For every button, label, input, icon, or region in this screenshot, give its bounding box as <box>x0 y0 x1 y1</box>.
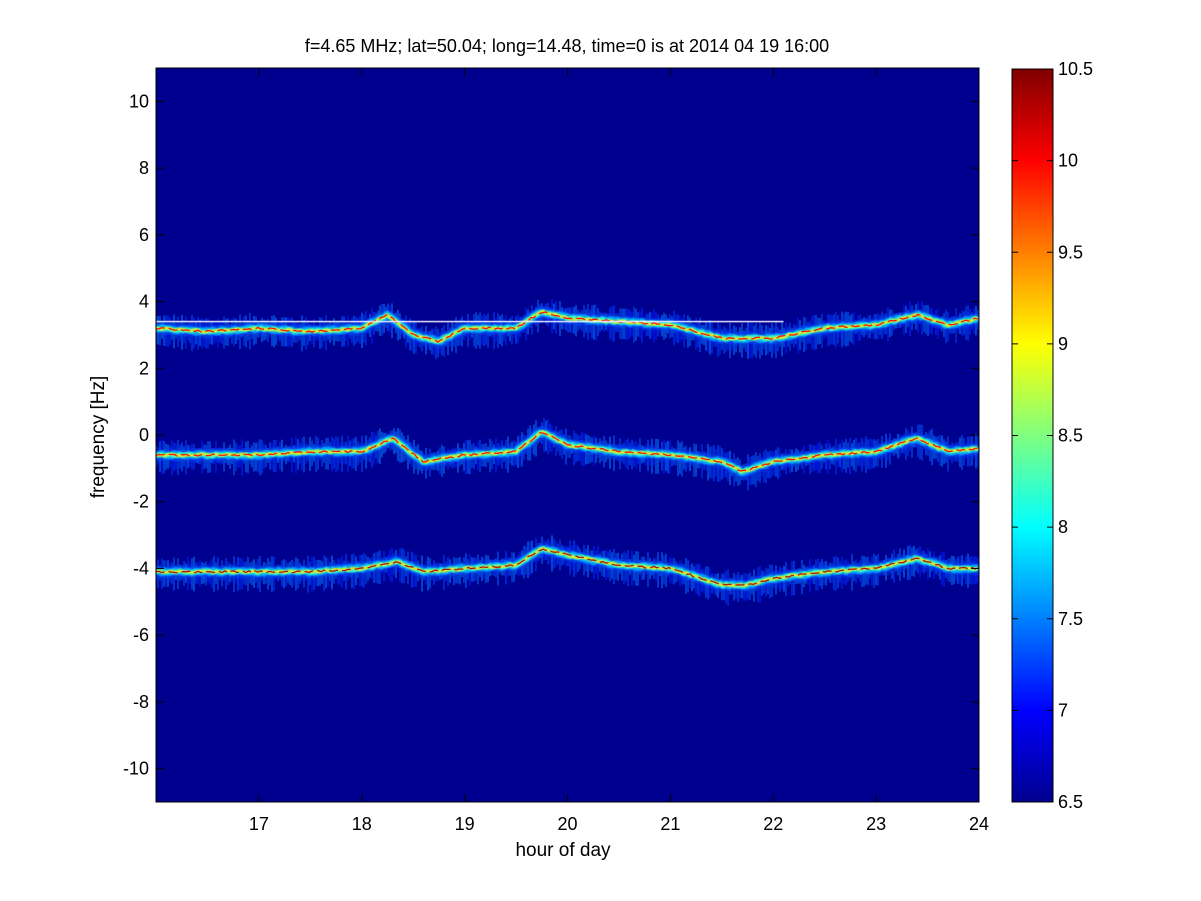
trace-peak-ridge <box>156 432 979 472</box>
x-tick-label: 23 <box>866 814 886 834</box>
trace-band <box>156 309 979 343</box>
y-axis: 10 8 6 4 2 0 -2 -4 -6 -8 -10 <box>123 91 979 779</box>
x-tick-label: 22 <box>763 814 783 834</box>
x-axis: 17 18 19 20 21 22 23 24 <box>249 68 989 834</box>
colorbar-tick-label: 8 <box>1058 517 1068 537</box>
y-tick-label: -2 <box>133 492 149 512</box>
colorbar-tick-label: 9 <box>1058 334 1068 354</box>
y-axis-label: frequency [Hz] <box>88 376 109 499</box>
y-tick-label: 0 <box>139 425 149 445</box>
spectrogram-trace <box>156 417 979 491</box>
colorbar-tick-label: 7.5 <box>1058 609 1083 629</box>
spectrogram-traces <box>156 299 979 606</box>
colorbar-tick-label: 7 <box>1058 700 1068 720</box>
y-tick-label: 2 <box>139 358 149 378</box>
x-tick-label: 21 <box>660 814 680 834</box>
y-tick-label: 10 <box>129 91 149 111</box>
colorbar-axis: 10.5 10 9.5 9 8.5 8 7.5 7 6.5 <box>1012 59 1093 812</box>
y-tick-label: -4 <box>133 558 149 578</box>
y-tick-label: -10 <box>123 759 149 779</box>
x-tick-label: 17 <box>249 814 269 834</box>
y-tick-label: 8 <box>139 158 149 178</box>
x-tick-label: 20 <box>557 814 577 834</box>
spectrogram-trace <box>156 299 979 360</box>
colorbar-tick-label: 8.5 <box>1058 426 1083 446</box>
plot-area <box>156 68 979 802</box>
trace-peak-ridge <box>156 548 979 586</box>
x-tick-label: 24 <box>969 814 989 834</box>
y-tick-label: 4 <box>139 292 149 312</box>
spectrogram-trace <box>156 535 979 606</box>
colorbar-tick-label: 9.5 <box>1058 242 1083 262</box>
y-tick-label: -6 <box>133 625 149 645</box>
chart-title: f=4.65 MHz; lat=50.04; long=14.48, time=… <box>305 36 829 56</box>
colorbar-tick-label: 6.5 <box>1058 792 1083 812</box>
x-axis-label: hour of day <box>515 840 611 861</box>
colorbar <box>1011 68 1054 803</box>
x-tick-label: 18 <box>352 814 372 834</box>
y-tick-label: -8 <box>133 692 149 712</box>
trace-peak-ridge <box>156 311 979 343</box>
y-tick-label: 6 <box>139 225 149 245</box>
x-tick-label: 19 <box>455 814 475 834</box>
colorbar-tick-label: 10 <box>1058 151 1078 171</box>
colorbar-tick-label: 10.5 <box>1058 59 1093 79</box>
